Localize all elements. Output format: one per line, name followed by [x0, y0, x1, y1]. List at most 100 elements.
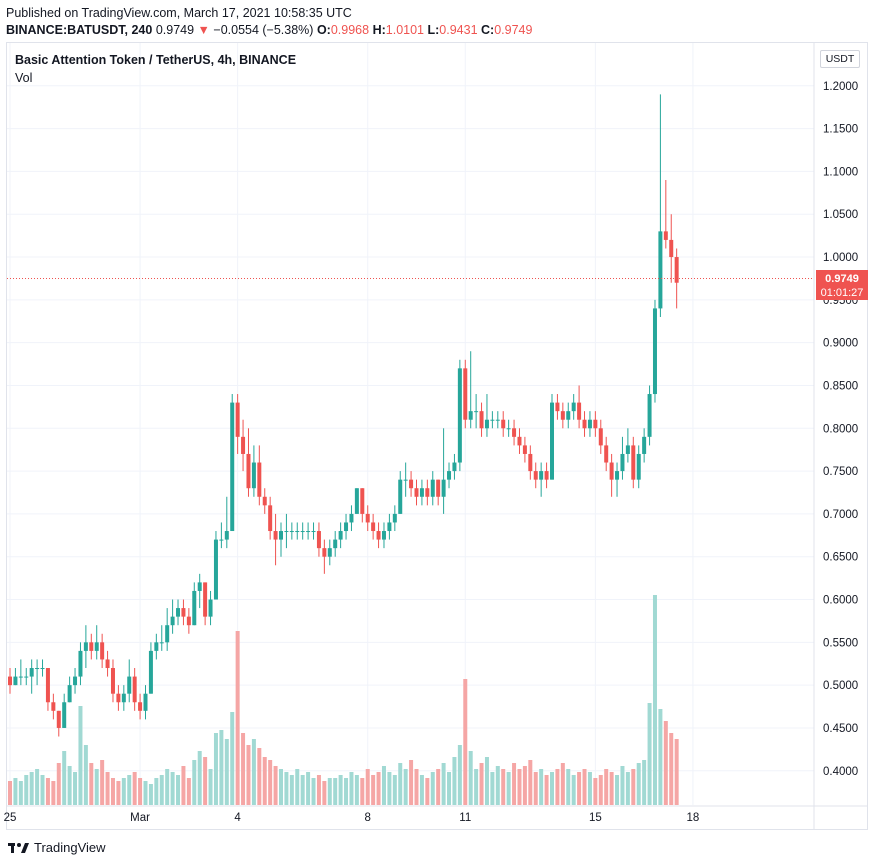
chart-legend-title: Basic Attention Token / TetherUS, 4h, BI…	[15, 53, 297, 67]
time-tick-label: 15	[589, 812, 602, 824]
volume-bar	[484, 757, 489, 805]
volume-bar	[78, 706, 83, 805]
volume-bar	[642, 760, 647, 805]
candle	[279, 522, 283, 557]
candle	[436, 479, 441, 506]
volume-bar	[387, 772, 392, 805]
candle	[598, 419, 603, 454]
volume-bar	[495, 766, 500, 805]
price-tick-label: 0.6500	[823, 552, 858, 564]
symbol-label: BINANCE:BATUSDT, 240	[6, 23, 153, 37]
volume-bar	[105, 772, 110, 805]
volume-bar	[658, 709, 663, 805]
candle	[631, 436, 636, 489]
candle	[235, 394, 240, 454]
volume-bar	[295, 769, 300, 805]
candle	[289, 522, 294, 540]
candle	[398, 471, 403, 514]
candle	[474, 394, 479, 429]
volume-bar	[436, 769, 441, 805]
candle	[94, 625, 99, 660]
volume-bar	[18, 781, 23, 805]
candle	[316, 522, 321, 557]
volume-bar	[512, 763, 517, 805]
candle	[430, 471, 435, 506]
candle	[517, 428, 522, 454]
volume-bar	[615, 775, 620, 805]
low-label: L:	[427, 23, 440, 37]
volume-bar	[45, 778, 50, 805]
volume-bar	[208, 769, 213, 805]
candle	[306, 522, 311, 540]
volume-legend: Vol	[15, 71, 33, 85]
time-tick-label: 18	[687, 812, 700, 824]
volume-bar	[398, 763, 403, 805]
candle	[468, 351, 473, 429]
volume-bar	[116, 781, 121, 805]
volume-bar	[441, 763, 446, 805]
volume-bar	[371, 775, 376, 805]
volume-bar	[501, 769, 506, 805]
volume-bar	[300, 775, 305, 805]
candle	[13, 668, 18, 686]
candle	[138, 693, 143, 720]
volume-bar	[663, 721, 668, 805]
volume-bar	[138, 778, 143, 805]
candle	[544, 462, 549, 489]
candle	[387, 513, 392, 540]
close-value: 0.9749	[494, 23, 533, 37]
volume-bar	[403, 769, 408, 805]
candle	[550, 394, 554, 480]
price-tick-label: 0.7500	[823, 466, 858, 478]
volume-bar	[354, 775, 359, 805]
volume-bar	[213, 733, 218, 805]
volume-bar	[262, 757, 267, 805]
candle	[51, 693, 56, 720]
volume-bar	[360, 778, 365, 805]
volume-bar	[333, 778, 338, 805]
candle	[143, 685, 148, 720]
price-tick-label: 0.4000	[823, 766, 858, 778]
volume-bar	[273, 766, 278, 805]
volume-bar	[56, 763, 61, 805]
volume-bar	[593, 778, 598, 805]
candle	[512, 419, 517, 446]
candle	[203, 582, 208, 626]
candle	[35, 659, 40, 686]
candle	[452, 453, 457, 480]
volume-bar	[284, 772, 289, 805]
volume-bar	[13, 778, 18, 805]
candle	[669, 214, 674, 283]
volume-bar	[522, 766, 527, 805]
candle	[219, 522, 224, 549]
volume-bar	[620, 766, 625, 805]
candle	[571, 394, 576, 420]
price-tick-label: 0.4500	[823, 723, 858, 735]
volume-bar	[452, 757, 457, 805]
last-price: 0.9749	[155, 23, 195, 37]
candle	[165, 608, 170, 651]
price-tick-label: 0.9000	[823, 338, 858, 350]
candle	[83, 625, 88, 669]
volume-bar	[181, 766, 186, 805]
candle	[533, 462, 538, 489]
candle	[625, 428, 630, 463]
volume-bar	[110, 778, 115, 805]
volume-bar	[636, 763, 641, 805]
candle	[262, 488, 267, 514]
currency-badge[interactable]: USDT	[820, 50, 860, 68]
high-value: 1.0101	[385, 23, 424, 37]
high-label: H:	[372, 23, 386, 37]
candle	[186, 608, 191, 634]
candle	[349, 505, 354, 532]
candle	[327, 539, 332, 566]
volume-bar	[430, 772, 435, 805]
volume-bar	[241, 733, 246, 805]
volume-bar	[598, 775, 603, 805]
candle	[230, 394, 235, 532]
tradingview-brand[interactable]: TradingView	[8, 840, 106, 855]
volume-bar	[517, 769, 522, 805]
candle	[62, 693, 67, 728]
candle	[528, 445, 533, 480]
